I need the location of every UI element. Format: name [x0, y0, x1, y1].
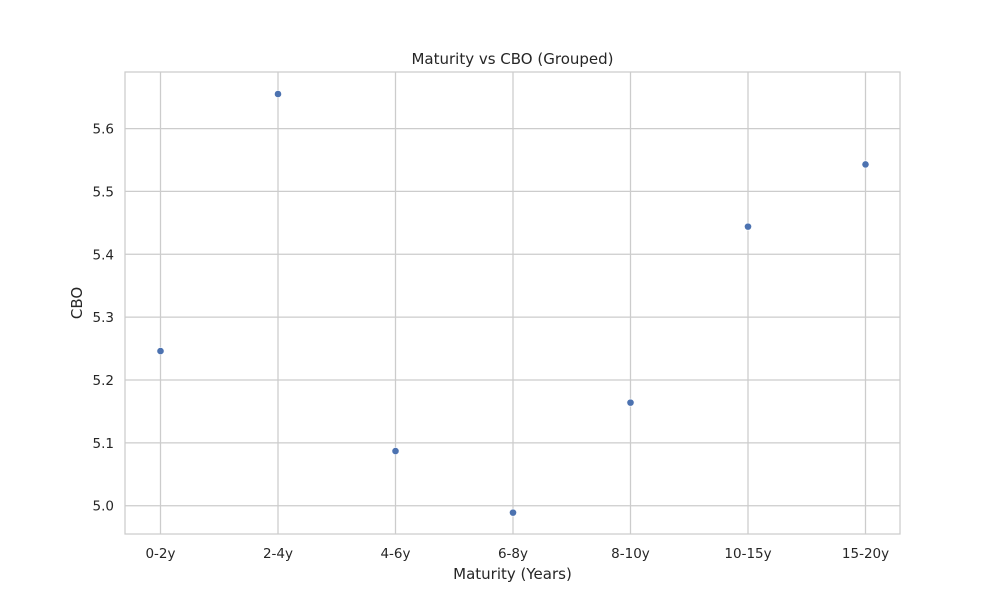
data-point: 4-6y: 5.087	[391, 447, 400, 455]
y-tick-label: 5.5	[93, 184, 114, 200]
chart-title: Maturity vs CBO (Grouped)	[411, 50, 613, 68]
x-tick-label: 2-4y	[263, 546, 293, 562]
x-tick-label: 4-6y	[380, 546, 410, 562]
y-tick-label: 5.6	[93, 122, 114, 138]
y-tick-label: 5.4	[93, 247, 114, 263]
data-point: 2-4y: 5.655	[274, 90, 282, 98]
x-tick-label: 15-20y	[842, 546, 889, 562]
y-tick-label: 5.3	[93, 310, 114, 326]
y-tick-label: 5.0	[93, 499, 114, 515]
tick-layer: 5.0 5.1 5.2 5.3 5.4 5.5 5.6 0-2y 2-4y 4-6y 6-8y 8-1…	[93, 122, 890, 562]
data-point: 0-2y: 5.246	[156, 347, 165, 355]
data-point: 10-15y: 5.444	[744, 222, 752, 231]
point-layer: 0-2y: 5.246 2-4y: 5.655 4-6y: 5.087 6-8y: 4…	[156, 90, 870, 517]
plot-frame	[124, 71, 901, 535]
x-tick-label: 8-10y	[611, 546, 650, 562]
x-tick-label: 0-2y	[145, 546, 175, 562]
x-tick-label: 10-15y	[724, 546, 771, 562]
data-point: 15-20y: 5.543	[861, 160, 870, 169]
data-point: 8-10y: 5.164	[626, 398, 635, 407]
x-axis-label: Maturity (Years)	[453, 565, 572, 583]
y-axis-label: CBO	[68, 287, 86, 319]
x-tick-label: 6-8y	[498, 546, 528, 562]
data-point: 6-8y: 4.989	[509, 508, 517, 517]
y-tick-label: 5.1	[93, 436, 114, 452]
y-tick-label: 5.2	[93, 373, 114, 389]
grid-layer	[125, 72, 900, 534]
